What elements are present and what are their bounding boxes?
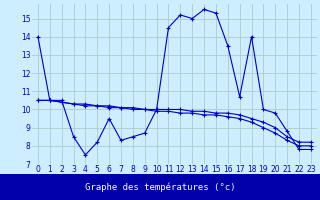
Text: Graphe des températures (°c): Graphe des températures (°c) (85, 182, 235, 192)
